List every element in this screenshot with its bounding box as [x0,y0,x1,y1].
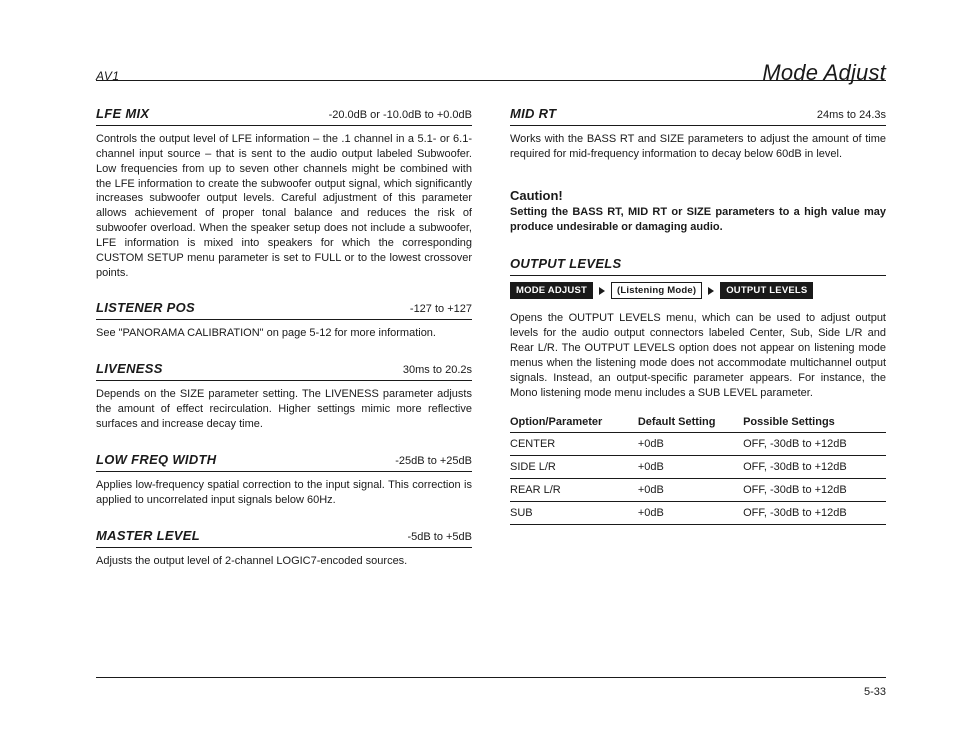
caution-body: Setting the BASS RT, MID RT or SIZE para… [510,205,886,235]
section-rule [510,125,886,126]
breadcrumb: MODE ADJUST (Listening Mode) OUTPUT LEVE… [510,282,886,299]
section-rule [96,471,472,472]
table-cell: +0dB [638,479,743,502]
breadcrumb-chip: (Listening Mode) [611,282,702,299]
section-body: Controls the output level of LFE informa… [96,132,472,280]
section-rule [96,125,472,126]
section-title: LIVENESS [96,361,163,376]
section-mid-rt: MID RT 24ms to 24.3s Works with the BASS… [510,106,886,162]
table-cell: OFF, -30dB to +12dB [743,479,886,502]
page-number: 5-33 [864,686,886,698]
section-lfe-mix: LFE MIX -20.0dB or -10.0dB to +0.0dB Con… [96,106,472,280]
table-header: Possible Settings [743,412,886,433]
table-cell: +0dB [638,456,743,479]
section-low-freq-width: LOW FREQ WIDTH -25dB to +25dB Applies lo… [96,452,472,508]
top-rule [96,80,886,81]
table-cell: OFF, -30dB to +12dB [743,456,886,479]
table-header: Default Setting [638,412,743,433]
table-cell: SIDE L/R [510,456,638,479]
chevron-right-icon [708,287,714,295]
section-range: -20.0dB or -10.0dB to +0.0dB [329,109,472,121]
section-title: MASTER LEVEL [96,528,200,543]
section-rule [510,275,886,276]
table-cell: REAR L/R [510,479,638,502]
table-row: CENTER +0dB OFF, -30dB to +12dB [510,433,886,456]
section-body: See "PANORAMA CALIBRATION" on page 5-12 … [96,326,472,341]
section-body: Adjusts the output level of 2-channel LO… [96,554,472,569]
right-column: MID RT 24ms to 24.3s Works with the BASS… [510,106,886,658]
section-range: -127 to +127 [410,303,472,315]
left-column: LFE MIX -20.0dB or -10.0dB to +0.0dB Con… [96,106,472,658]
section-title: LFE MIX [96,106,149,121]
section-range: 24ms to 24.3s [817,109,886,121]
table-header: Option/Parameter [510,412,638,433]
table-cell: OFF, -30dB to +12dB [743,502,886,525]
section-rule [96,547,472,548]
table-cell: CENTER [510,433,638,456]
section-body: Works with the BASS RT and SIZE paramete… [510,132,886,162]
page-header: AV1 Mode Adjust [96,60,886,86]
content-columns: LFE MIX -20.0dB or -10.0dB to +0.0dB Con… [96,106,886,658]
output-levels-table: Option/Parameter Default Setting Possibl… [510,412,886,525]
header-right: Mode Adjust [762,60,886,86]
section-title: LOW FREQ WIDTH [96,452,216,467]
section-range: 30ms to 20.2s [403,364,472,376]
section-output-levels: OUTPUT LEVELS MODE ADJUST (Listening Mod… [510,256,886,525]
section-listener-pos: LISTENER POS -127 to +127 See "PANORAMA … [96,300,472,341]
section-liveness: LIVENESS 30ms to 20.2s Depends on the SI… [96,361,472,432]
section-caution: Caution! Setting the BASS RT, MID RT or … [510,188,886,235]
footer-rule [96,677,886,678]
table-cell: SUB [510,502,638,525]
breadcrumb-chip: OUTPUT LEVELS [720,282,813,299]
table-cell: +0dB [638,433,743,456]
section-master-level: MASTER LEVEL -5dB to +5dB Adjusts the ou… [96,528,472,569]
breadcrumb-chip: MODE ADJUST [510,282,593,299]
section-body: Depends on the SIZE parameter setting. T… [96,387,472,432]
section-range: -5dB to +5dB [407,531,472,543]
table-row: SUB +0dB OFF, -30dB to +12dB [510,502,886,525]
section-body: Applies low-frequency spatial correction… [96,478,472,508]
section-rule [96,380,472,381]
section-title: OUTPUT LEVELS [510,256,622,271]
section-title: MID RT [510,106,556,121]
section-title: LISTENER POS [96,300,195,315]
chevron-right-icon [599,287,605,295]
table-cell: +0dB [638,502,743,525]
section-range: -25dB to +25dB [395,455,472,467]
section-body: Opens the OUTPUT LEVELS menu, which can … [510,311,886,400]
table-cell: OFF, -30dB to +12dB [743,433,886,456]
caution-title: Caution! [510,188,886,203]
table-row: REAR L/R +0dB OFF, -30dB to +12dB [510,479,886,502]
table-row: SIDE L/R +0dB OFF, -30dB to +12dB [510,456,886,479]
section-rule [96,319,472,320]
